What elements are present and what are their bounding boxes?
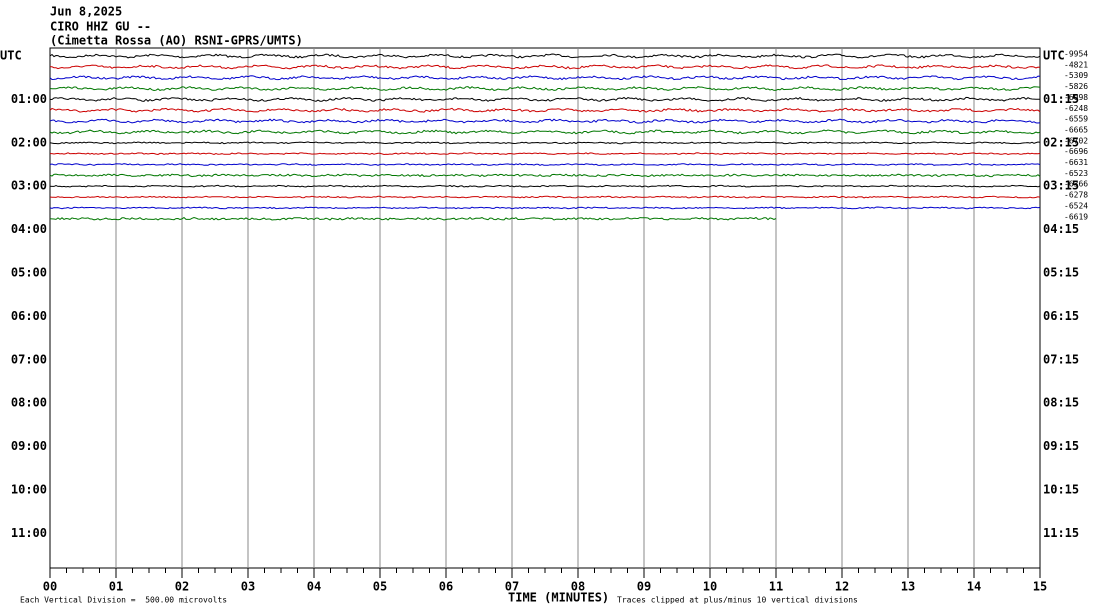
right-label: 02:15 — [1043, 135, 1079, 149]
trace — [49, 129, 1041, 135]
x-axis-title: TIME (MINUTES) — [508, 591, 609, 605]
x-tick-label: 07 — [505, 580, 519, 594]
trace — [49, 118, 1041, 124]
trace — [49, 53, 1041, 59]
right-label: 04:15 — [1043, 222, 1079, 236]
right-label: 03:15 — [1043, 179, 1079, 193]
date: Jun 8,2025 — [50, 5, 122, 19]
right-label: 08:15 — [1043, 396, 1079, 410]
location: (Cimetta Rossa (AO) RSNI-GPRS/UMTS) — [50, 34, 303, 48]
scale-note: Each Vertical Division = 500.00 microvol… — [20, 596, 227, 605]
trace-offset: -6665 — [1064, 125, 1088, 134]
right-label: 01:15 — [1043, 92, 1079, 106]
trace-offset: -9954 — [1064, 50, 1088, 59]
x-tick-label: 11 — [769, 580, 783, 594]
trace-offset: -6523 — [1064, 169, 1088, 178]
trace-offset: -6098 — [1064, 93, 1088, 102]
right-label: 11:15 — [1043, 526, 1079, 540]
trace-offset: -6366 — [1064, 180, 1088, 189]
trace — [50, 64, 1041, 70]
trace-offset: -6278 — [1064, 191, 1088, 200]
x-tick-label: 14 — [967, 580, 981, 594]
trace — [49, 75, 1041, 81]
trace — [49, 107, 1041, 113]
x-tick-label: 01 — [109, 580, 123, 594]
x-tick-label: 10 — [703, 580, 717, 594]
right-label: 05:15 — [1043, 266, 1079, 280]
trace — [49, 86, 1041, 92]
trace — [50, 152, 1041, 156]
trace-offset: -6702 — [1064, 136, 1088, 145]
x-tick-label: 00 — [43, 580, 57, 594]
left-label: 05:00 — [11, 266, 47, 280]
right-label: UTC — [1043, 49, 1065, 63]
trace-offset: -6248 — [1064, 104, 1088, 113]
left-label: 02:00 — [11, 135, 47, 149]
trace — [49, 141, 1041, 145]
station: CIRO HHZ GU -- — [50, 20, 151, 34]
trace — [49, 195, 1041, 199]
left-label: 03:00 — [11, 179, 47, 193]
trace-offset: -5309 — [1064, 71, 1088, 80]
left-label: 09:00 — [11, 439, 47, 453]
left-label: 06:00 — [11, 309, 47, 323]
x-tick-label: 06 — [439, 580, 453, 594]
right-label: 06:15 — [1043, 309, 1079, 323]
trace — [49, 96, 1041, 102]
trace — [49, 216, 777, 221]
right-label: 10:15 — [1043, 483, 1079, 497]
clip-note: Traces clipped at plus/minus 10 vertical… — [617, 596, 858, 605]
left-label: 04:00 — [11, 222, 47, 236]
left-label: 07:00 — [11, 352, 47, 366]
left-label: 01:00 — [11, 92, 47, 106]
x-tick-label: 08 — [571, 580, 585, 594]
trace-offset: -5826 — [1064, 82, 1088, 91]
x-tick-label: 05 — [373, 580, 387, 594]
x-tick-label: 15 — [1033, 580, 1047, 594]
left-label: 10:00 — [11, 483, 47, 497]
right-label: 07:15 — [1043, 352, 1079, 366]
x-tick-label: 02 — [175, 580, 189, 594]
x-tick-label: 13 — [901, 580, 915, 594]
trace-offset: -6619 — [1064, 212, 1088, 221]
trace-offset: -6631 — [1064, 158, 1088, 167]
plot-frame — [49, 47, 1041, 569]
x-tick-label: 04 — [307, 580, 321, 594]
left-label: UTC — [0, 49, 22, 63]
trace-offset: -6696 — [1064, 147, 1088, 156]
trace-offset: -4821 — [1064, 60, 1088, 69]
trace — [49, 163, 1041, 166]
trace — [49, 184, 1041, 188]
x-tick-label: 12 — [835, 580, 849, 594]
left-label: 11:00 — [11, 526, 47, 540]
x-tick-label: 03 — [241, 580, 255, 594]
trace — [49, 206, 1041, 210]
trace-offset: -6559 — [1064, 115, 1088, 124]
trace — [49, 173, 1041, 178]
trace-offset: -6524 — [1064, 201, 1088, 210]
right-label: 09:15 — [1043, 439, 1079, 453]
x-tick-label: 09 — [637, 580, 651, 594]
left-label: 08:00 — [11, 396, 47, 410]
